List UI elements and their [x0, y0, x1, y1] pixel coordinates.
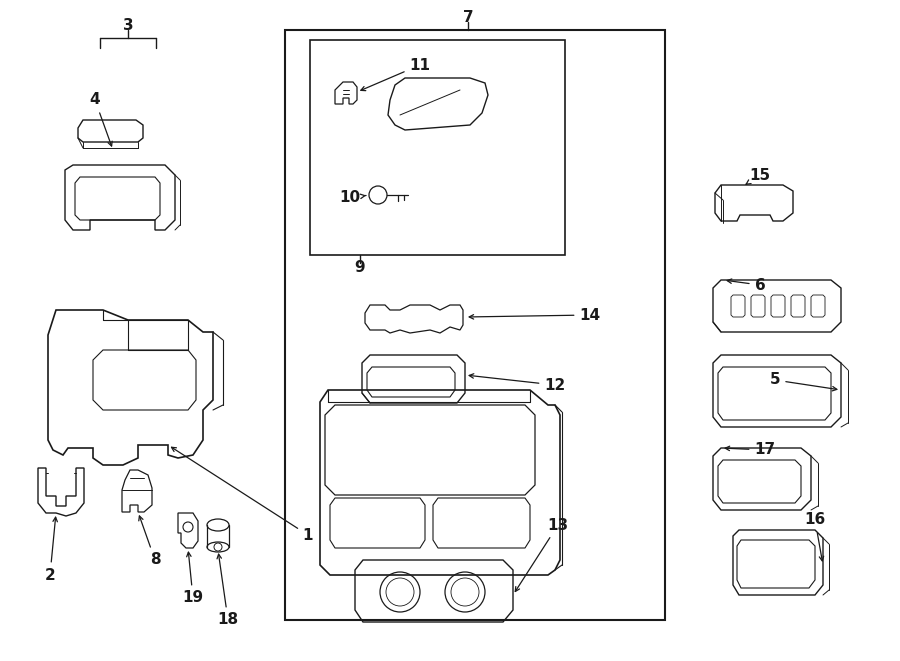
- Text: 14: 14: [469, 307, 600, 323]
- Text: 8: 8: [139, 516, 160, 568]
- Text: 1: 1: [172, 447, 313, 543]
- Text: 4: 4: [90, 93, 112, 146]
- Text: 7: 7: [463, 11, 473, 26]
- Text: 2: 2: [45, 517, 58, 582]
- Text: 3: 3: [122, 17, 133, 32]
- Text: 18: 18: [217, 554, 239, 627]
- Text: 5: 5: [770, 373, 837, 391]
- Text: 19: 19: [183, 552, 203, 605]
- Bar: [310, 40, 565, 255]
- Text: 9: 9: [355, 260, 365, 276]
- Text: 6: 6: [727, 278, 765, 293]
- Text: 15: 15: [746, 167, 770, 184]
- Text: 11: 11: [361, 58, 430, 91]
- Text: 12: 12: [469, 373, 565, 393]
- Bar: [285, 30, 665, 620]
- Text: 17: 17: [725, 442, 776, 457]
- Text: 13: 13: [516, 518, 569, 592]
- Text: 10: 10: [339, 190, 366, 206]
- Text: 16: 16: [805, 512, 825, 561]
